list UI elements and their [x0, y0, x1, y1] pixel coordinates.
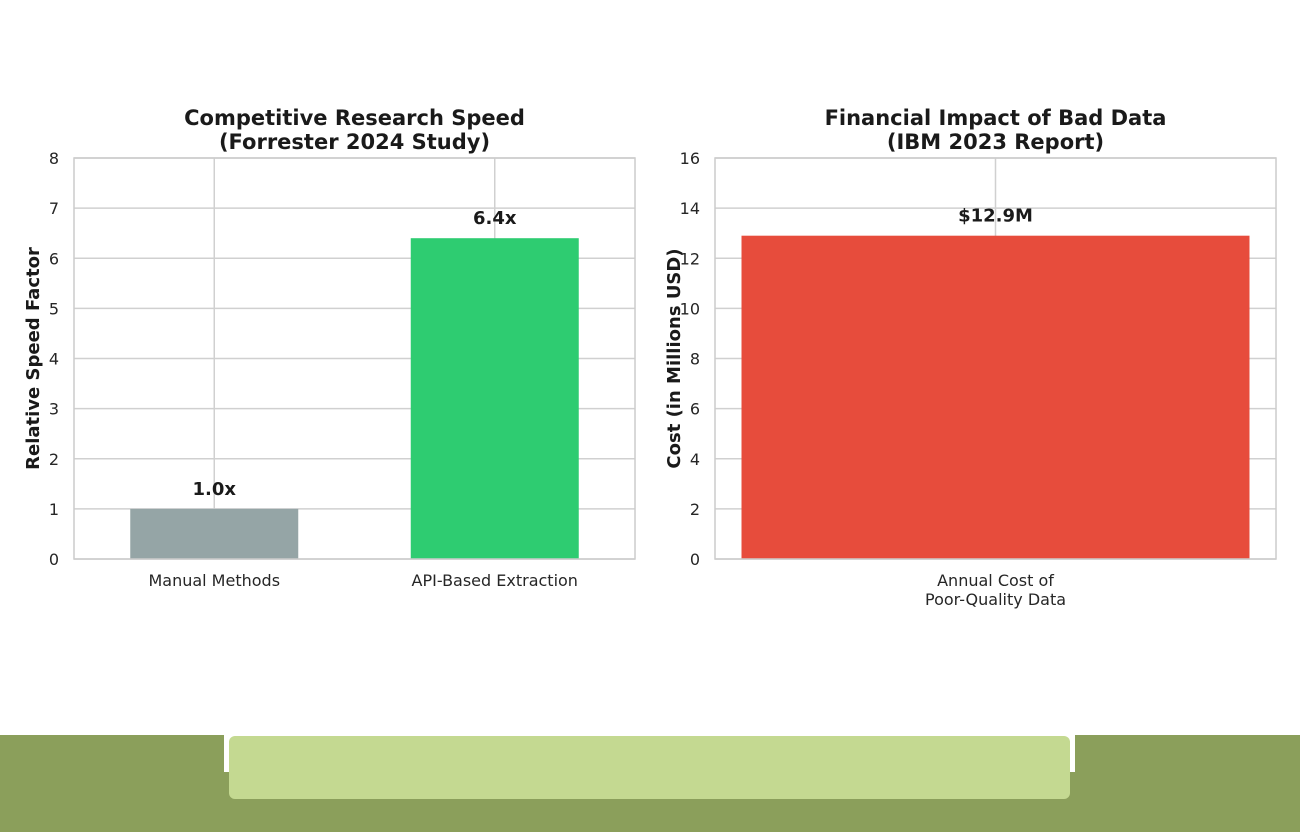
y-tick-label: 6	[49, 249, 59, 268]
y-axis-label: Cost (in Millions USD)	[664, 248, 685, 468]
plot-frame	[73, 157, 636, 560]
chart-title: Competitive Research Speed	[184, 106, 525, 130]
chart-subtitle: (IBM 2023 Report)	[887, 130, 1104, 154]
x-tick-label: Annual Cost of Poor-Quality Data	[925, 571, 1066, 609]
chart-2: 0 2 4 6 8 10 12 14 16 $12.9M Annual Cost of Poor-Qu…	[664, 106, 1277, 609]
y-tick-label: 16	[680, 149, 700, 168]
y-tick-label: 5	[49, 299, 59, 318]
plot-frame	[714, 157, 1277, 560]
y-tick-label: 0	[49, 550, 59, 569]
x-tick-label: API-Based Extraction	[412, 571, 578, 590]
y-tick-label: 10	[680, 299, 700, 318]
y-tick-label: 12	[680, 249, 700, 268]
y-tick-label: 2	[49, 450, 59, 469]
y-tick-label: 7	[49, 199, 59, 218]
bar	[410, 238, 579, 559]
y-tick-label: 0	[690, 550, 700, 569]
chart-1: 0 1 2 3 4 5 6 7 8 1.0x 6.4x Manual Methods API-Based…	[23, 106, 636, 590]
y-tick-label: 8	[49, 149, 59, 168]
y-tick-label: 1	[49, 500, 59, 519]
bar	[130, 508, 299, 559]
y-tick-label: 4	[49, 350, 59, 369]
x-tick-label: Manual Methods	[148, 571, 280, 590]
y-tick-label: 8	[690, 350, 700, 369]
y-tick-label: 3	[49, 400, 59, 419]
data-label: 6.4x	[473, 208, 517, 229]
y-tick-label: 14	[680, 199, 700, 218]
data-label: $12.9M	[958, 206, 1033, 227]
y-axis-label: Relative Speed Factor	[23, 247, 44, 470]
footer-pill	[229, 736, 1070, 799]
data-label: 1.0x	[193, 479, 237, 500]
chart-subtitle: (Forrester 2024 Study)	[219, 130, 490, 154]
y-tick-label: 2	[690, 500, 700, 519]
chart-title: Financial Impact of Bad Data	[825, 106, 1167, 130]
y-tick-label: 4	[690, 450, 700, 469]
bar	[741, 235, 1250, 559]
y-tick-label: 6	[690, 400, 700, 419]
